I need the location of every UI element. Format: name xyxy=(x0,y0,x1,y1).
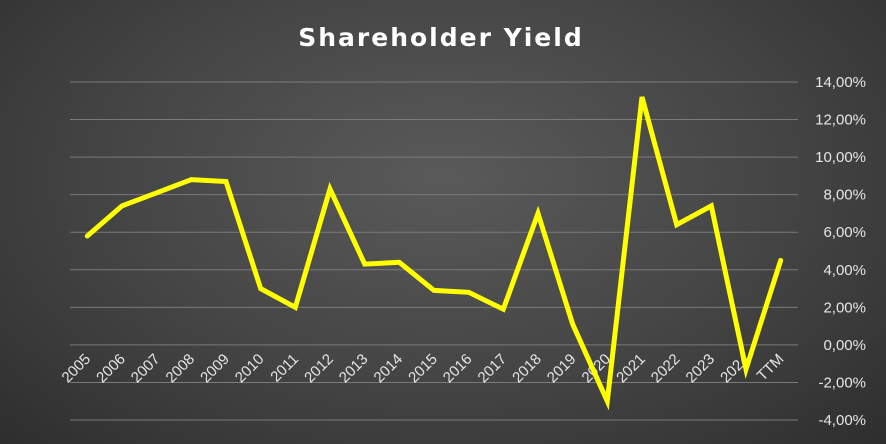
x-tick-label: 2018 xyxy=(509,351,545,387)
data-point xyxy=(502,308,504,310)
data-point xyxy=(329,188,331,190)
x-tick-label: TTM xyxy=(754,351,788,385)
data-point xyxy=(364,263,366,265)
y-tick-label: -2,00% xyxy=(818,374,866,391)
data-point xyxy=(86,235,88,237)
data-point xyxy=(225,181,227,183)
data-point xyxy=(190,179,192,181)
series-line xyxy=(84,96,784,411)
y-tick-label: 4,00% xyxy=(823,262,866,279)
data-point xyxy=(780,259,782,261)
data-point xyxy=(572,323,574,325)
series-layer xyxy=(84,96,784,411)
x-axis-ticks: 2005 2006 2007 2008 2009 2010 2011 2012 2013 2014… xyxy=(59,351,788,387)
x-tick-label: 2005 xyxy=(59,351,95,387)
data-point xyxy=(156,192,158,194)
data-point xyxy=(260,288,262,290)
data-point xyxy=(537,212,539,214)
y-tick-label: 6,00% xyxy=(823,224,866,241)
x-tick-label: 2016 xyxy=(440,351,476,387)
y-tick-label: 12,00% xyxy=(815,112,866,129)
x-tick-label: 2006 xyxy=(93,351,129,387)
x-tick-label: 2022 xyxy=(648,351,684,387)
x-tick-label: 2010 xyxy=(232,351,268,387)
x-tick-label: 2012 xyxy=(301,351,337,387)
y-tick-label: 14,00% xyxy=(815,74,866,91)
x-tick-label: 2021 xyxy=(613,351,649,387)
grid-lines xyxy=(70,81,798,421)
data-point xyxy=(294,306,296,308)
data-point xyxy=(433,289,435,291)
data-point xyxy=(676,224,678,226)
x-tick-label: 2023 xyxy=(683,351,719,387)
x-tick-label: 2007 xyxy=(128,351,164,387)
chart-title: Shareholder Yield xyxy=(298,23,583,52)
x-tick-label: 2015 xyxy=(405,351,441,387)
y-tick-label: 10,00% xyxy=(815,149,866,166)
data-point xyxy=(398,261,400,263)
data-point xyxy=(710,205,712,207)
y-tick-label: 0,00% xyxy=(823,337,866,354)
x-tick-label: 2008 xyxy=(163,351,199,387)
y-tick-label: -4,00% xyxy=(818,412,866,429)
data-point xyxy=(641,96,643,98)
x-tick-label: 2009 xyxy=(197,351,233,387)
data-point xyxy=(606,400,608,402)
x-tick-label: 2011 xyxy=(267,351,302,386)
y-tick-label: 8,00% xyxy=(823,187,866,204)
x-tick-label: 2017 xyxy=(475,351,511,387)
y-tick-label: 2,00% xyxy=(823,299,866,316)
data-point xyxy=(468,291,470,293)
data-point xyxy=(745,368,747,370)
y-axis-ticks: -4,00% -2,00% 0,00% 2,00% 4,00% 6,00% 8,00% 10,… xyxy=(815,74,866,429)
x-tick-label: 2014 xyxy=(371,351,407,387)
x-tick-label: 2019 xyxy=(544,351,580,387)
x-tick-label: 2013 xyxy=(336,351,372,387)
data-point xyxy=(121,205,123,207)
